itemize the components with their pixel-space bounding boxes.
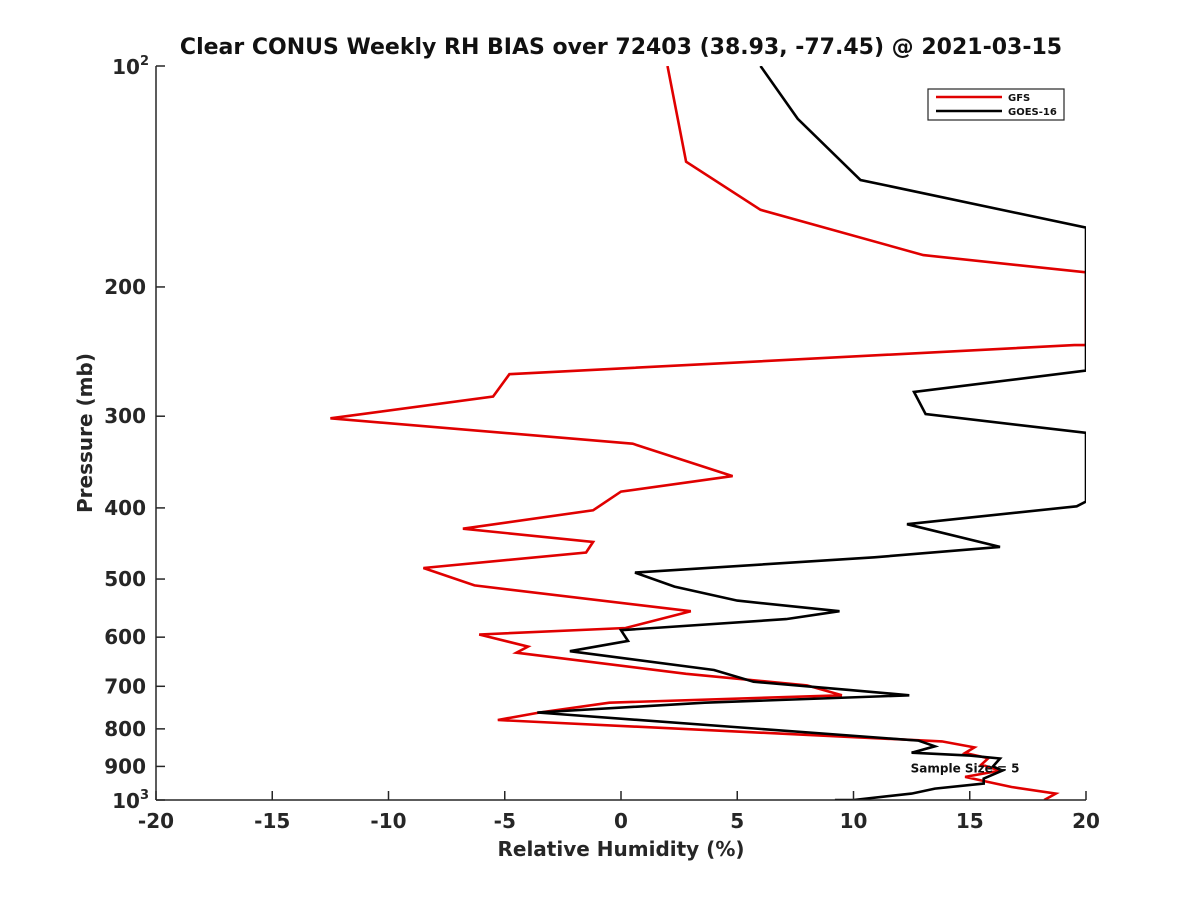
- y-tick-label: 400: [104, 496, 146, 520]
- y-tick-label: 102: [112, 54, 149, 79]
- x-tick-label: 10: [840, 809, 868, 833]
- x-tick-label: 0: [614, 809, 628, 833]
- x-axis-label: Relative Humidity (%): [497, 837, 744, 861]
- legend-label-goes-16: GOES-16: [1008, 107, 1057, 118]
- x-tick-label: -15: [254, 809, 290, 833]
- y-tick-label: 600: [104, 625, 146, 649]
- legend-label-gfs: GFS: [1008, 93, 1030, 104]
- x-tick-label: -10: [370, 809, 406, 833]
- sample-size-annotation: Sample Size = 5: [911, 761, 1020, 775]
- y-tick-label: 103: [112, 788, 149, 813]
- y-tick-label: 900: [104, 754, 146, 778]
- y-tick-label: 200: [104, 275, 146, 299]
- legend-box: [927, 88, 1065, 121]
- y-tick-label: 700: [104, 674, 146, 698]
- y-tick-label: 800: [104, 717, 146, 741]
- series-line-goes-16: [537, 66, 1086, 800]
- chart-legend: GFS GOES-16: [927, 88, 1065, 121]
- y-tick-label: 300: [104, 404, 146, 428]
- y-axis-label: Pressure (mb): [73, 353, 97, 513]
- x-tick-label: 5: [730, 809, 744, 833]
- chart-title: Clear CONUS Weekly RH BIAS over 72403 (3…: [180, 35, 1062, 60]
- x-tick-label: 20: [1072, 809, 1100, 833]
- y-tick-label: 500: [104, 567, 146, 591]
- x-tick-label: -5: [494, 809, 516, 833]
- x-tick-label: -20: [138, 809, 174, 833]
- plot-area: -20 -15 -10 -5 0 5 10 15 20 102 200 300 400 500 600 700…: [104, 54, 1100, 833]
- x-tick-label: 15: [956, 809, 984, 833]
- series-line-gfs: [330, 66, 1086, 800]
